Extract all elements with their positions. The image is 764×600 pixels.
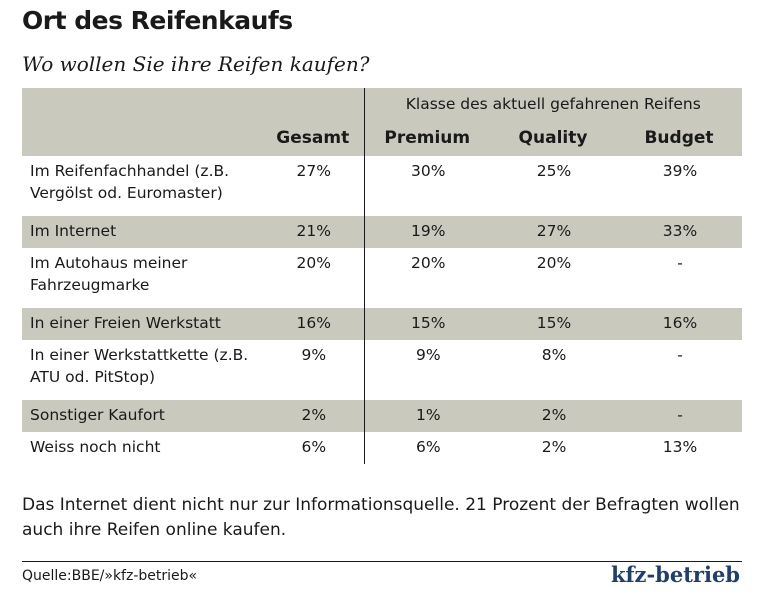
cell-quality: 8%	[541, 346, 567, 364]
row-label: Im Autohaus meiner Fahrzeugmarke	[30, 254, 188, 294]
cell-gesamt: 16%	[262, 308, 364, 340]
table-row: In einer Werkstattkette (z.B. ATU od. Pi…	[22, 340, 742, 400]
header-row-group: Klasse des aktuell gefahrenen Reifens	[22, 88, 743, 120]
cell-gesamt: 2%	[262, 400, 364, 432]
chart-subtitle: Wo wollen Sie ihre Reifen kaufen?	[22, 52, 370, 76]
header-empty-cell	[22, 120, 262, 156]
cell-budget: 33%	[616, 216, 743, 248]
cell-quality: 2%	[490, 400, 616, 432]
header-empty-cell	[262, 88, 364, 120]
cell-premium: 19%	[363, 216, 490, 248]
header-empty-cell	[22, 88, 262, 120]
table-row: Im Internet 21% 19% 27% 33%	[22, 216, 743, 248]
group-header: Klasse des aktuell gefahrenen Reifens	[363, 88, 743, 120]
column-header-quality: Quality	[490, 120, 616, 156]
cell-premium: 1%	[363, 400, 490, 432]
table-row: Im Reifenfachhandel (z.B. Vergölst od. E…	[22, 156, 742, 216]
cell-gesamt: 6%	[301, 438, 327, 456]
cell-budget: -	[616, 400, 743, 432]
column-header-budget: Budget	[616, 120, 743, 156]
cell-quality: 20%	[536, 254, 572, 272]
cell-premium: 9%	[363, 340, 490, 400]
cell-quality: 2%	[541, 438, 567, 456]
cell-premium: 30%	[363, 156, 490, 216]
cell-budget: -	[677, 254, 683, 272]
footnote-text: Das Internet dient nicht nur zur Informa…	[22, 495, 740, 540]
column-header-premium: Premium	[363, 120, 490, 156]
row-label: In einer Werkstattkette (z.B. ATU od. Pi…	[30, 346, 249, 386]
table-row: Sonstiger Kaufort 2% 1% 2% -	[22, 400, 743, 432]
row-label: In einer Freien Werkstatt	[22, 308, 262, 340]
cell-quality: 25%	[536, 162, 572, 180]
cell-gesamt: 21%	[262, 216, 364, 248]
table-row: Weiss noch nicht 6% 6% 2% 13%	[22, 432, 742, 464]
row-label: Weiss noch nicht	[30, 438, 161, 456]
table-row: In einer Freien Werkstatt 16% 15% 15% 16…	[22, 308, 743, 340]
cell-premium: 6%	[363, 432, 490, 464]
data-table-wrapper: Klasse des aktuell gefahrenen Reifens Ge…	[22, 88, 743, 464]
cell-premium: 15%	[363, 308, 490, 340]
cell-premium: 20%	[363, 248, 490, 308]
row-label: Im Internet	[22, 216, 262, 248]
source-credit: Quelle:BBE/»kfz-betrieb«	[22, 568, 198, 584]
cell-gesamt: 27%	[296, 162, 331, 180]
cell-gesamt: 9%	[301, 346, 327, 364]
brand-logo: kfz-betrieb	[610, 562, 740, 587]
table-row: Im Autohaus meiner Fahrzeugmarke 20% 20%…	[22, 248, 742, 308]
chart-title: Ort des Reifenkaufs	[22, 6, 293, 35]
row-label: Im Reifenfachhandel (z.B. Vergölst od. E…	[30, 162, 230, 202]
divider	[22, 561, 742, 562]
cell-gesamt: 20%	[296, 254, 331, 272]
cell-budget: -	[677, 346, 683, 364]
cell-budget: 13%	[662, 438, 698, 456]
column-header-gesamt: Gesamt	[262, 120, 364, 156]
header-row-columns: Gesamt Premium Quality Budget	[22, 120, 743, 156]
cell-budget: 39%	[662, 162, 698, 180]
data-table: Klasse des aktuell gefahrenen Reifens Ge…	[22, 88, 743, 464]
row-label: Sonstiger Kaufort	[22, 400, 262, 432]
cell-quality: 27%	[490, 216, 616, 248]
cell-quality: 15%	[490, 308, 616, 340]
cell-budget: 16%	[616, 308, 743, 340]
